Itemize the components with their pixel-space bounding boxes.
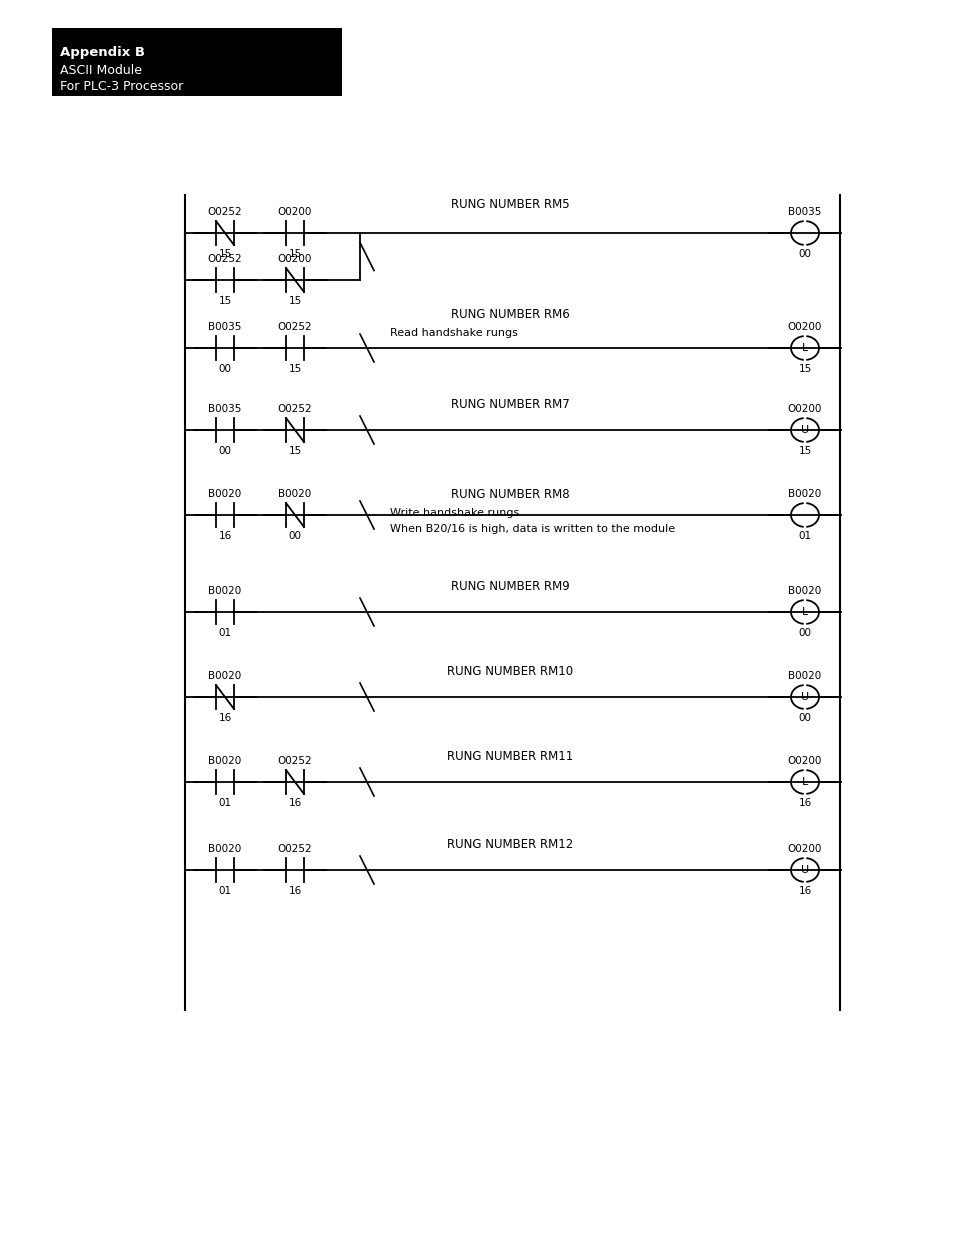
Text: 01: 01 (218, 629, 232, 638)
Text: B0020: B0020 (787, 585, 821, 597)
Text: 16: 16 (218, 531, 232, 541)
Text: B0020: B0020 (208, 489, 241, 499)
Text: 00: 00 (798, 629, 811, 638)
Text: B0020: B0020 (208, 844, 241, 853)
Text: O0200: O0200 (787, 322, 821, 332)
Text: For PLC-3 Processor: For PLC-3 Processor (60, 80, 183, 93)
Text: RUNG NUMBER RM6: RUNG NUMBER RM6 (450, 308, 569, 321)
Text: When B20/16 is high, data is written to the module: When B20/16 is high, data is written to … (390, 524, 675, 534)
Text: O0200: O0200 (277, 207, 312, 217)
Text: RUNG NUMBER RM7: RUNG NUMBER RM7 (450, 398, 569, 411)
Text: 15: 15 (288, 364, 301, 374)
Text: 16: 16 (798, 885, 811, 897)
Text: RUNG NUMBER RM11: RUNG NUMBER RM11 (446, 750, 573, 763)
Bar (52, 28, 341, 96)
Text: 00: 00 (798, 249, 811, 259)
Text: B0020: B0020 (208, 756, 241, 766)
Text: 16: 16 (218, 713, 232, 722)
Text: 15: 15 (288, 296, 301, 306)
Text: 00: 00 (218, 446, 232, 456)
Text: 01: 01 (798, 531, 811, 541)
Text: O0200: O0200 (787, 844, 821, 853)
Text: B0035: B0035 (208, 404, 241, 414)
Text: O0252: O0252 (277, 322, 312, 332)
Text: O0200: O0200 (787, 404, 821, 414)
Text: O0200: O0200 (277, 254, 312, 264)
Text: U: U (801, 425, 808, 435)
Text: L: L (801, 606, 807, 618)
Text: O0252: O0252 (277, 844, 312, 853)
Text: Read handshake rungs: Read handshake rungs (390, 329, 517, 338)
Text: B0020: B0020 (208, 585, 241, 597)
Text: L: L (801, 777, 807, 787)
Text: U: U (801, 864, 808, 876)
Text: L: L (801, 343, 807, 353)
Text: B0035: B0035 (208, 322, 241, 332)
Text: 15: 15 (288, 446, 301, 456)
Text: Write handshake rungs: Write handshake rungs (390, 508, 518, 517)
Text: 16: 16 (798, 798, 811, 808)
Text: O0252: O0252 (277, 756, 312, 766)
Text: O0252: O0252 (208, 207, 242, 217)
Text: 16: 16 (288, 885, 301, 897)
Text: B0020: B0020 (278, 489, 312, 499)
Text: O0252: O0252 (277, 404, 312, 414)
Text: O0252: O0252 (208, 254, 242, 264)
Text: 01: 01 (218, 798, 232, 808)
Text: O0200: O0200 (787, 756, 821, 766)
Text: B0020: B0020 (787, 671, 821, 680)
Text: B0035: B0035 (787, 207, 821, 217)
Text: B0020: B0020 (208, 671, 241, 680)
Text: 00: 00 (218, 364, 232, 374)
Text: B0020: B0020 (787, 489, 821, 499)
Text: 00: 00 (288, 531, 301, 541)
Text: RUNG NUMBER RM9: RUNG NUMBER RM9 (450, 580, 569, 593)
Text: 15: 15 (218, 296, 232, 306)
Text: U: U (801, 692, 808, 701)
Text: RUNG NUMBER RM5: RUNG NUMBER RM5 (450, 198, 569, 211)
Text: Appendix B: Appendix B (60, 46, 145, 59)
Text: RUNG NUMBER RM8: RUNG NUMBER RM8 (450, 488, 569, 501)
Text: 16: 16 (288, 798, 301, 808)
Text: 15: 15 (218, 249, 232, 259)
Text: RUNG NUMBER RM10: RUNG NUMBER RM10 (446, 664, 573, 678)
Text: ASCII Module: ASCII Module (60, 64, 142, 77)
Text: 01: 01 (218, 885, 232, 897)
Text: 15: 15 (288, 249, 301, 259)
Text: RUNG NUMBER RM12: RUNG NUMBER RM12 (446, 839, 573, 851)
Text: 15: 15 (798, 446, 811, 456)
Text: 15: 15 (798, 364, 811, 374)
Text: 00: 00 (798, 713, 811, 722)
